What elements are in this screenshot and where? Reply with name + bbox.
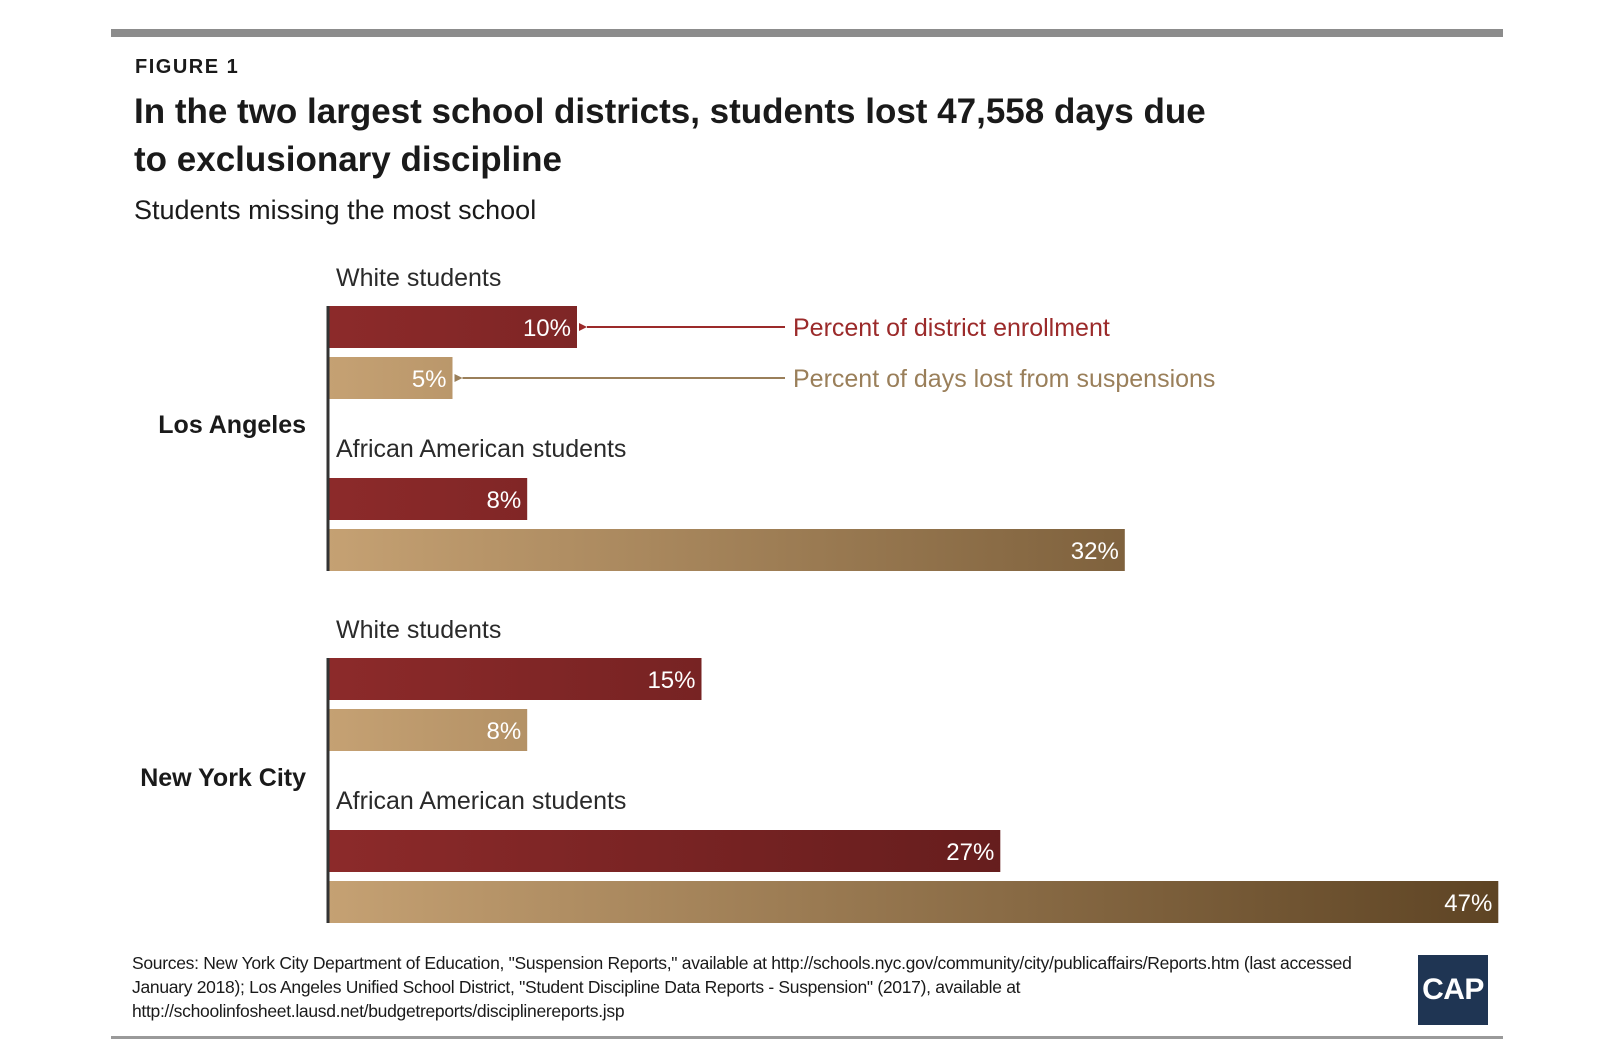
enrollment-bar [328, 830, 1001, 872]
days-bar [328, 709, 528, 751]
enrollment-value-label: 8% [487, 487, 522, 514]
subgroup-label: White students [336, 616, 501, 644]
enrollment-value-label: 15% [647, 667, 695, 694]
annotation-label: Percent of days lost from suspensions [793, 365, 1215, 393]
days-bar [328, 529, 1125, 571]
subgroup-label: African American students [336, 787, 626, 815]
days-value-label: 5% [412, 366, 447, 393]
subgroup-label: White students [336, 264, 501, 292]
days-bar [328, 357, 453, 399]
figure-label: FIGURE 1 [135, 56, 240, 78]
chart-subtitle: Students missing the most school [134, 195, 537, 225]
days-value-label: 8% [487, 718, 522, 745]
group-label: New York City [140, 764, 306, 792]
sources-note: Sources: New York City Department of Edu… [132, 953, 1352, 1021]
chart-title: In the two largest school districts, stu… [134, 92, 1206, 179]
annotation-label: Percent of district enrollment [793, 314, 1110, 342]
days-value-label: 47% [1444, 890, 1492, 917]
enrollment-bar [328, 658, 702, 700]
days-value-label: 32% [1071, 538, 1119, 565]
enrollment-value-label: 27% [946, 839, 994, 866]
subgroup-label: African American students [336, 435, 626, 463]
enrollment-bar [328, 478, 528, 520]
bottom-rule [111, 1036, 1503, 1039]
enrollment-bar [328, 306, 577, 348]
enrollment-value-label: 10% [523, 315, 571, 342]
cap-logo: CAP [1418, 955, 1488, 1025]
days-bar [328, 881, 1499, 923]
top-rule [111, 29, 1503, 37]
group-label: Los Angeles [158, 411, 306, 439]
